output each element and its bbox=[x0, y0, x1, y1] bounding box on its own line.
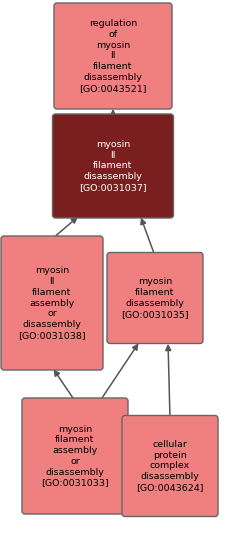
Text: myosin
II
filament
assembly
or
disassembly
[GO:0031038]: myosin II filament assembly or disassemb… bbox=[18, 266, 86, 340]
FancyBboxPatch shape bbox=[106, 252, 202, 344]
FancyBboxPatch shape bbox=[22, 398, 127, 514]
Text: cellular
protein
complex
disassembly
[GO:0043624]: cellular protein complex disassembly [GO… bbox=[136, 440, 203, 492]
FancyBboxPatch shape bbox=[1, 236, 103, 370]
FancyBboxPatch shape bbox=[52, 114, 173, 218]
FancyBboxPatch shape bbox=[54, 3, 171, 109]
Text: myosin
filament
disassembly
[GO:0031035]: myosin filament disassembly [GO:0031035] bbox=[121, 277, 188, 318]
FancyBboxPatch shape bbox=[122, 415, 217, 517]
Text: regulation
of
myosin
II
filament
disassembly
[GO:0043521]: regulation of myosin II filament disasse… bbox=[79, 19, 146, 93]
Text: myosin
filament
assembly
or
disassembly
[GO:0031033]: myosin filament assembly or disassembly … bbox=[41, 425, 108, 487]
Text: myosin
II
filament
disassembly
[GO:0031037]: myosin II filament disassembly [GO:00310… bbox=[79, 140, 146, 192]
